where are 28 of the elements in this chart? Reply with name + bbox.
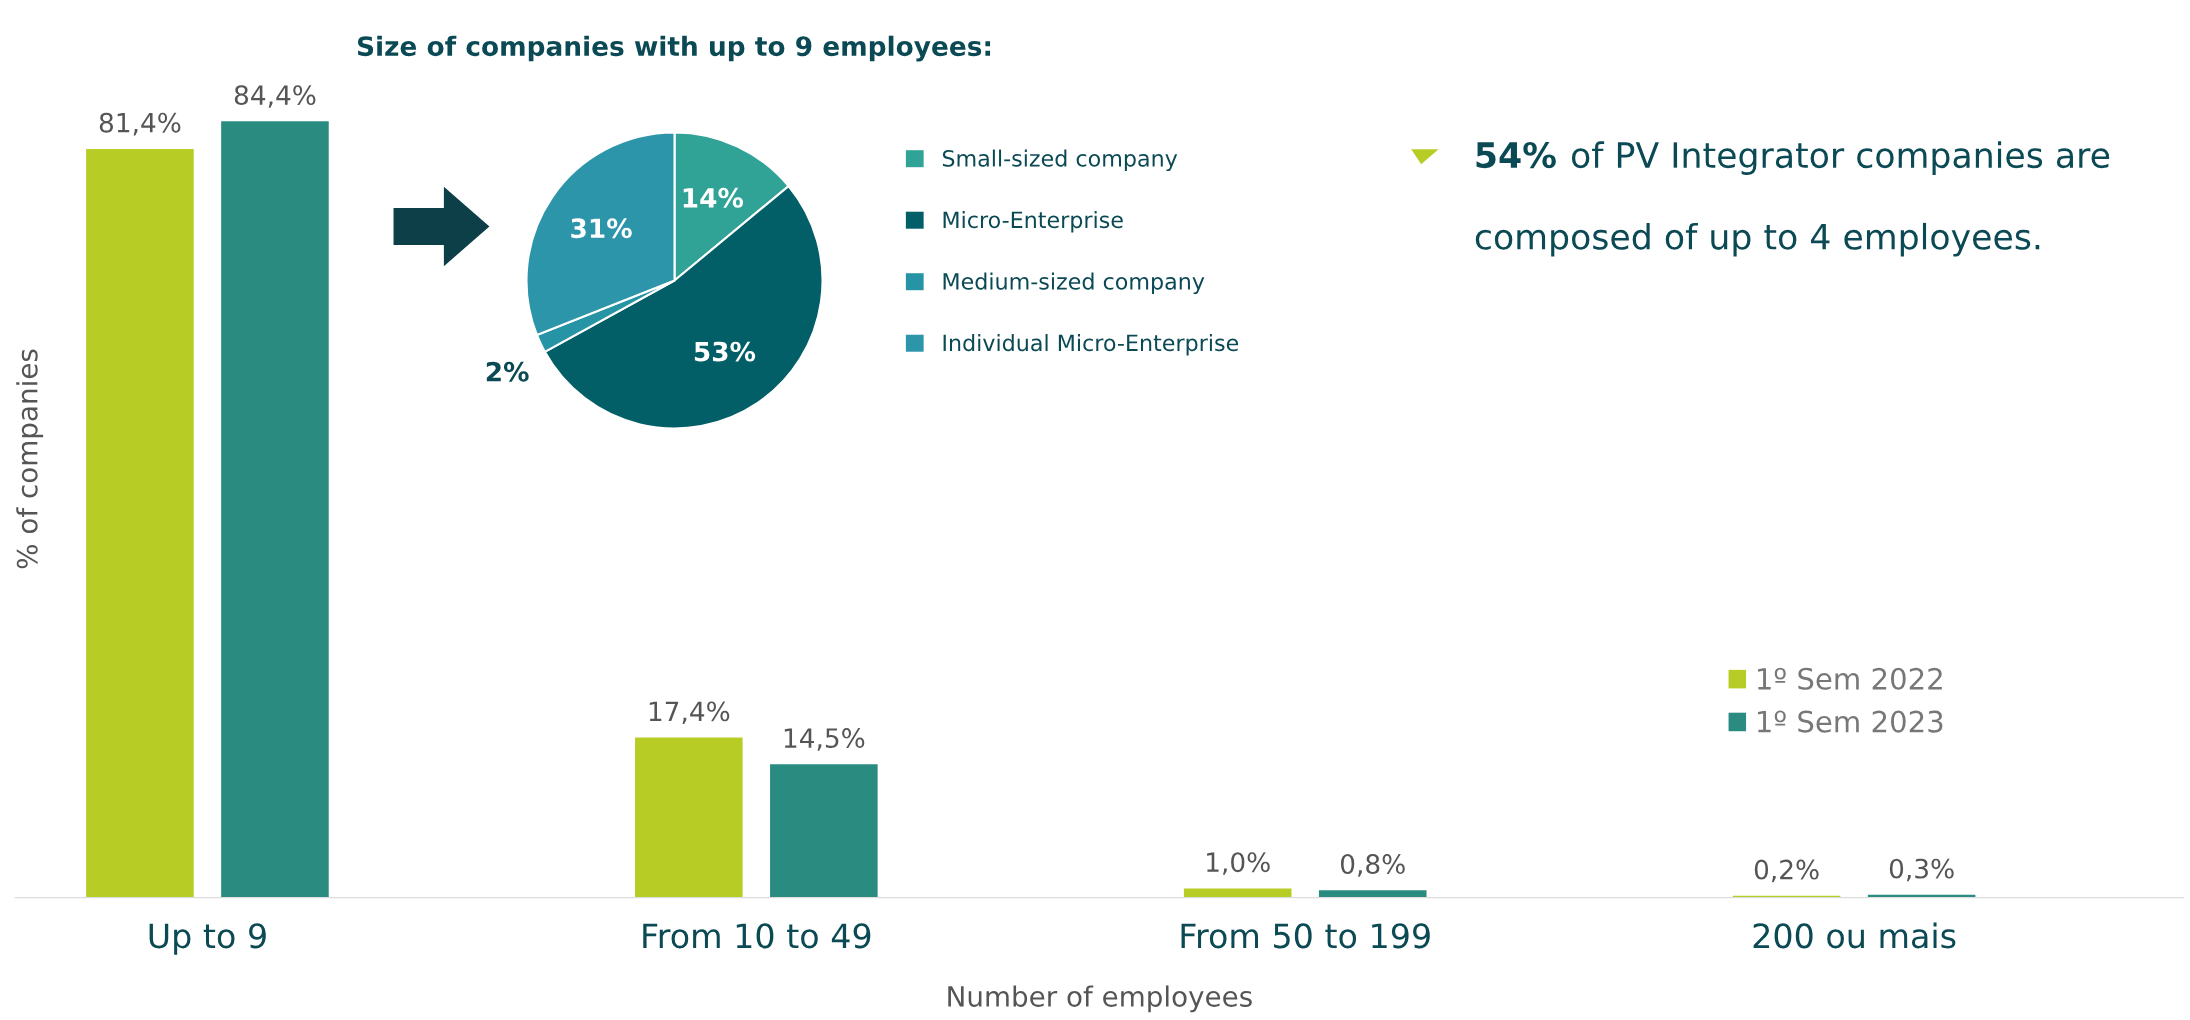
legend-label: 1º Sem 2023: [1758, 710, 1943, 733]
annotation: 54%: [1476, 141, 1556, 169]
data-label: 2%: [486, 361, 529, 382]
annotation: composed of up to 4 employees.: [1475, 222, 2040, 257]
data-label: 17,4%: [649, 701, 730, 725]
y-axis-title: % of companies: [16, 349, 44, 569]
chart-title: Size of companies with up to 9 employees:: [357, 35, 991, 62]
data-label: 84,4%: [234, 85, 316, 108]
legend-label: Individual Micro-Enterprise: [943, 334, 1239, 356]
legend-label: 1º Sem 2022: [1758, 667, 1942, 690]
legend-label: Micro-Enterprise: [943, 211, 1123, 233]
data-label: 31%: [571, 218, 632, 239]
data-label: 0,2%: [1754, 859, 1819, 883]
data-label: 0,3%: [1889, 858, 1954, 882]
x-tick-label: Up to 9: [149, 923, 266, 955]
data-label: 14,5%: [784, 728, 865, 751]
data-label: 0,8%: [1340, 854, 1405, 877]
x-tick-label: 200 ou mais: [1753, 922, 1956, 949]
legend-label: Small-sized company: [942, 149, 1178, 172]
x-tick-label: From 50 to 199: [1181, 923, 1430, 949]
data-label: 14%: [683, 187, 744, 208]
x-tick-label: From 10 to 49: [643, 923, 871, 949]
data-label: 53%: [694, 341, 756, 362]
legend-label: Medium-sized company: [943, 272, 1205, 295]
data-label: 81,4%: [99, 112, 181, 136]
annotation: of PV Integrator companies are: [1571, 141, 2110, 175]
data-label: 1,0%: [1207, 852, 1270, 875]
x-axis-title: Number of employees: [948, 985, 1252, 1013]
